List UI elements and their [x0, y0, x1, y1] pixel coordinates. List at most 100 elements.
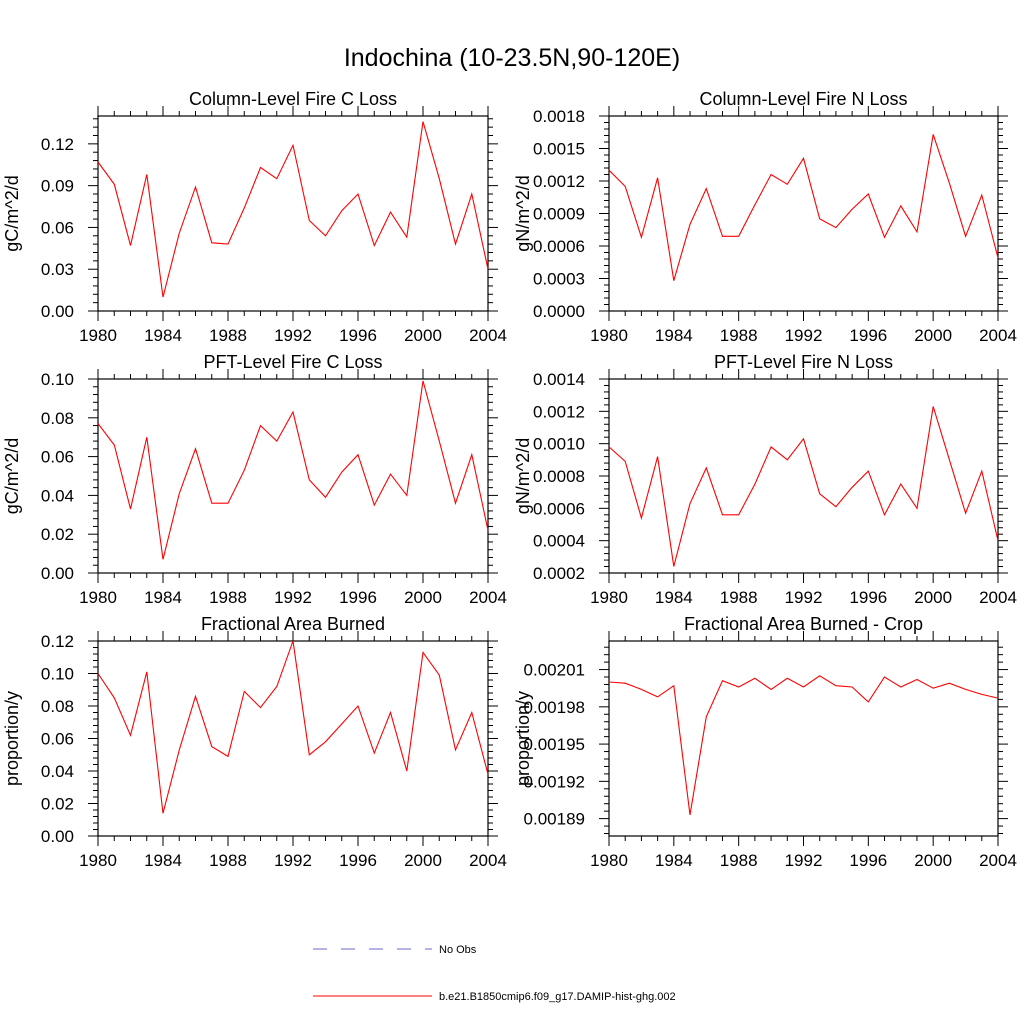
data-point — [291, 144, 294, 147]
data-point — [308, 753, 311, 756]
y-tick-label: 0.00 — [41, 564, 74, 583]
data-point — [834, 684, 837, 687]
series-line-1 — [97, 121, 489, 298]
y-tick-label: 0.08 — [41, 697, 74, 716]
data-point — [454, 748, 457, 751]
y-tick-label: 0.0018 — [533, 107, 585, 126]
plot-frame — [608, 115, 999, 312]
x-tick-label: 2004 — [469, 588, 507, 607]
y-axis-label: gN/m^2/d — [513, 175, 533, 251]
x-tick-label: 2000 — [404, 588, 442, 607]
data-point — [867, 192, 870, 195]
data-point — [405, 769, 408, 772]
y-tick-label: 0.00 — [41, 302, 74, 321]
chart-panel-1: Column-Level Fire C Loss gC/m^2/d 1980 1984… — [2, 89, 507, 345]
data-point — [210, 502, 213, 505]
plot-frame — [97, 378, 489, 574]
y-tick-label: 0.06 — [41, 730, 74, 749]
data-point — [194, 447, 197, 450]
data-point — [259, 424, 262, 427]
y-tick-label: 0.0015 — [533, 140, 585, 159]
y-tick-label: 0.06 — [41, 448, 74, 467]
data-point — [194, 185, 197, 188]
data-point — [210, 745, 213, 748]
data-point — [454, 243, 457, 246]
x-tick-label: 1996 — [849, 588, 887, 607]
data-point — [340, 209, 343, 212]
data-point — [932, 133, 935, 136]
data-point — [640, 688, 643, 691]
y-tick-label: 0.12 — [41, 135, 74, 154]
plot-frame — [608, 640, 999, 837]
data-point — [915, 507, 918, 510]
data-point — [226, 243, 229, 246]
chart-panel-3: PFT-Level Fire C Loss gC/m^2/d 1980 1984 198… — [2, 352, 507, 607]
data-point — [883, 675, 886, 678]
x-tick-label: 1996 — [339, 588, 377, 607]
data-point — [607, 680, 610, 683]
data-point — [259, 166, 262, 169]
data-point — [624, 460, 627, 463]
data-point — [373, 504, 376, 507]
data-point — [308, 478, 311, 481]
x-tick-label: 2004 — [979, 588, 1017, 607]
data-point — [948, 682, 951, 685]
data-point — [129, 507, 132, 510]
data-point — [656, 695, 659, 698]
x-tick-label: 1980 — [590, 851, 628, 870]
data-point — [737, 235, 740, 238]
data-point — [883, 513, 886, 516]
data-point — [851, 685, 854, 688]
data-point — [438, 439, 441, 442]
x-tick-label: 2000 — [404, 851, 442, 870]
data-point — [340, 722, 343, 725]
data-point — [948, 182, 951, 185]
data-point — [145, 670, 148, 673]
data-point — [405, 236, 408, 239]
chart-panel-5: Fractional Area Burned proportion/y 1980 19… — [2, 614, 507, 870]
y-tick-label: 0.04 — [41, 486, 74, 505]
x-tick-label: 2004 — [469, 326, 507, 345]
panel-title: Column-Level Fire C Loss — [189, 89, 397, 109]
data-point — [753, 677, 756, 680]
data-point — [243, 469, 246, 472]
panel-title: Fractional Area Burned - Crop — [684, 614, 923, 634]
data-point — [178, 231, 181, 234]
x-tick-label: 1996 — [849, 851, 887, 870]
y-tick-label: 0.08 — [41, 409, 74, 428]
data-point — [161, 295, 164, 298]
data-point — [672, 279, 675, 282]
data-point — [486, 773, 489, 776]
y-tick-label: 0.0010 — [533, 435, 585, 454]
data-point — [226, 502, 229, 505]
x-tick-label: 1988 — [209, 326, 247, 345]
data-point — [753, 482, 756, 485]
data-point — [129, 734, 132, 737]
data-point — [688, 813, 691, 816]
y-tick-label: 0.0002 — [533, 564, 585, 583]
data-point — [948, 458, 951, 461]
data-point — [769, 688, 772, 691]
data-point — [640, 516, 643, 519]
x-tick-label: 1996 — [339, 851, 377, 870]
data-point — [996, 539, 999, 542]
data-point — [129, 244, 132, 247]
series-line-1 — [608, 134, 999, 281]
panels: Column-Level Fire C Loss gC/m^2/d 1980 1984… — [2, 89, 1017, 870]
data-point — [753, 203, 756, 206]
y-axis-label: gC/m^2/d — [2, 438, 22, 514]
data-point — [672, 684, 675, 687]
y-tick-label: 0.0009 — [533, 205, 585, 224]
data-point — [964, 512, 967, 515]
data-point — [867, 700, 870, 703]
data-point — [243, 206, 246, 209]
y-axis-label: proportion/y — [2, 691, 22, 786]
y-tick-label: 0.0003 — [533, 270, 585, 289]
y-tick-label: 0.03 — [41, 260, 74, 279]
data-point — [769, 173, 772, 176]
data-point — [688, 502, 691, 505]
data-point — [964, 235, 967, 238]
data-point — [194, 695, 197, 698]
data-point — [210, 241, 213, 244]
data-point — [243, 690, 246, 693]
